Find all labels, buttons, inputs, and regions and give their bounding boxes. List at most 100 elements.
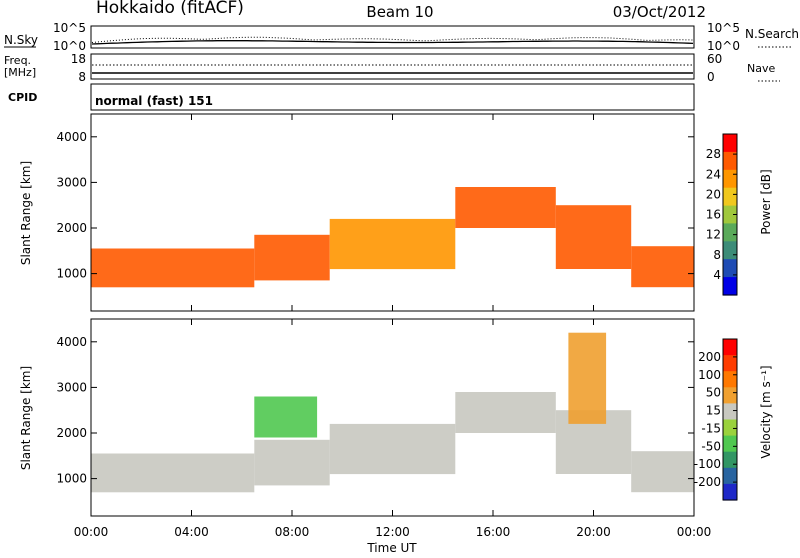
power-colorbar: 28 24 20 16 12 8 4 xyxy=(706,133,738,296)
nave-top-tick: 60 xyxy=(707,52,722,66)
noise-sky-label: N.Sky xyxy=(4,33,38,47)
velocity-marks xyxy=(91,332,694,493)
y-tick-label: 1000 xyxy=(56,472,87,486)
colorbar-segment xyxy=(723,277,737,296)
echo-feature-1 xyxy=(254,396,318,438)
y-tick-label: 2000 xyxy=(56,426,87,440)
colorbar-segment xyxy=(723,259,737,278)
colorbar-tick-label: 28 xyxy=(706,147,721,161)
cpid-text: normal (fast) 151 xyxy=(95,94,213,108)
colorbar-segment xyxy=(723,241,737,260)
velocity-panel: 1000 2000 3000 4000 00:00 04:00 08:00 12:00 16:… xyxy=(19,318,773,555)
colorbar-tick-label: -50 xyxy=(701,439,721,453)
freq-panel: Freq. [MHz] 18 8 60 0 Nave xyxy=(4,52,780,84)
y-tick-label: 4000 xyxy=(56,130,87,144)
colorbar-segment xyxy=(723,467,737,485)
colorbar-tick-label: 12 xyxy=(706,228,721,242)
time-axis-label: Time UT xyxy=(366,541,417,554)
nave-label: Nave xyxy=(747,62,775,75)
echo-band-3 xyxy=(455,392,556,433)
power-panel: 1000 2000 3000 4000 Slant Range [km] 28 24 20… xyxy=(19,113,773,312)
colorbar-tick-label: 24 xyxy=(706,167,721,181)
colorbar-tick-label: 20 xyxy=(706,187,721,201)
colorbar-tick-label: 16 xyxy=(706,208,721,222)
echo-band-5 xyxy=(631,246,694,288)
x-tick-label: 00:00 xyxy=(74,525,109,539)
noise-left-top-tick: 10^5 xyxy=(53,21,86,35)
echo-band-2 xyxy=(329,423,456,475)
x-tick-label: 20:00 xyxy=(576,525,611,539)
power-marks xyxy=(91,187,694,288)
velocity-cbar-label: Velocity [m s⁻¹] xyxy=(759,365,773,458)
colorbar-frame xyxy=(722,338,738,501)
colorbar-tick-label: 100 xyxy=(698,368,721,382)
colorbar-segment xyxy=(723,387,737,404)
power-ylabel: Slant Range [km] xyxy=(19,161,33,265)
colorbar-tick-label: -200 xyxy=(694,475,721,489)
colorbar-tick-label: 15 xyxy=(706,404,721,418)
echo-band-1 xyxy=(254,439,330,486)
colorbar-segment xyxy=(723,339,737,356)
echo-band-4 xyxy=(555,205,632,269)
echo-band-2 xyxy=(329,218,456,270)
colorbar-segment xyxy=(723,355,737,372)
y-tick-label: 1000 xyxy=(56,267,87,281)
colorbar-segment xyxy=(723,205,737,225)
cpid-panel: CPID normal (fast) 151 xyxy=(8,83,695,111)
x-tick-label: 08:00 xyxy=(275,525,310,539)
noise-left-bottom-tick: 10^0 xyxy=(53,39,86,53)
noise-sky-line xyxy=(91,40,694,45)
velocity-x-ticks: 00:00 04:00 08:00 12:00 16:00 20:00 00:00 xyxy=(74,319,712,539)
colorbar-tick-label: 200 xyxy=(698,350,721,364)
noise-panel: N.Sky 10^5 10^0 10^5 10^0 N.Search xyxy=(4,21,799,53)
y-tick-label: 4000 xyxy=(56,335,87,349)
colorbar-tick-label: -100 xyxy=(694,457,721,471)
freq-bottom-tick: 8 xyxy=(78,70,86,84)
beam-title: Beam 10 xyxy=(366,3,433,21)
colorbar-segment xyxy=(723,403,737,421)
echo-band-3 xyxy=(455,187,556,228)
x-tick-label: 12:00 xyxy=(375,525,410,539)
echo-band-5 xyxy=(631,451,694,493)
echo-band-0 xyxy=(91,248,255,288)
noise-search-label: N.Search xyxy=(745,27,799,41)
cpid-frame xyxy=(90,83,695,111)
colorbar-tick-label: 4 xyxy=(713,268,721,282)
echo-band-0 xyxy=(91,453,255,493)
power-cbar-label: Power [dB] xyxy=(759,169,773,234)
colorbar-segment xyxy=(723,483,737,501)
echo-band-1 xyxy=(254,234,330,281)
colorbar-segment xyxy=(723,151,737,171)
colorbar-tick-label: -15 xyxy=(701,421,721,435)
colorbar-segment xyxy=(723,187,737,207)
colorbar-segment xyxy=(723,451,737,469)
x-tick-label: 04:00 xyxy=(174,525,209,539)
x-tick-label: 00:00 xyxy=(677,525,712,539)
colorbar-segment xyxy=(723,169,737,189)
x-tick-label: 16:00 xyxy=(476,525,511,539)
echo-feature-0 xyxy=(568,332,607,424)
noise-search-line xyxy=(91,36,694,43)
power-y-ticks: 1000 2000 3000 4000 xyxy=(56,130,694,281)
y-tick-label: 2000 xyxy=(56,221,87,235)
velocity-y-ticks: 1000 2000 3000 4000 xyxy=(56,335,694,486)
date-title: 03/Oct/2012 xyxy=(613,3,706,21)
colorbar-segment xyxy=(723,435,737,453)
noise-frame xyxy=(90,25,695,49)
noise-right-bottom-tick: 10^0 xyxy=(707,39,740,53)
freq-label-line2: [MHz] xyxy=(4,66,36,79)
freq-frame xyxy=(90,53,695,80)
station-title: Hokkaido (fitACF) xyxy=(96,0,244,18)
noise-right-top-tick: 10^5 xyxy=(707,21,740,35)
freq-label-line1: Freq. xyxy=(4,54,31,67)
y-tick-label: 3000 xyxy=(56,380,87,394)
colorbar-tick-label: 50 xyxy=(706,386,721,400)
y-tick-label: 3000 xyxy=(56,175,87,189)
power-x-ticks xyxy=(90,114,695,311)
freq-top-tick: 18 xyxy=(71,52,86,66)
colorbar-segment xyxy=(723,223,737,242)
velocity-colorbar: 200 100 50 15 -15 -50 -100 -200 xyxy=(694,338,738,501)
colorbar-segment xyxy=(723,134,737,153)
nave-bottom-tick: 0 xyxy=(707,70,715,84)
